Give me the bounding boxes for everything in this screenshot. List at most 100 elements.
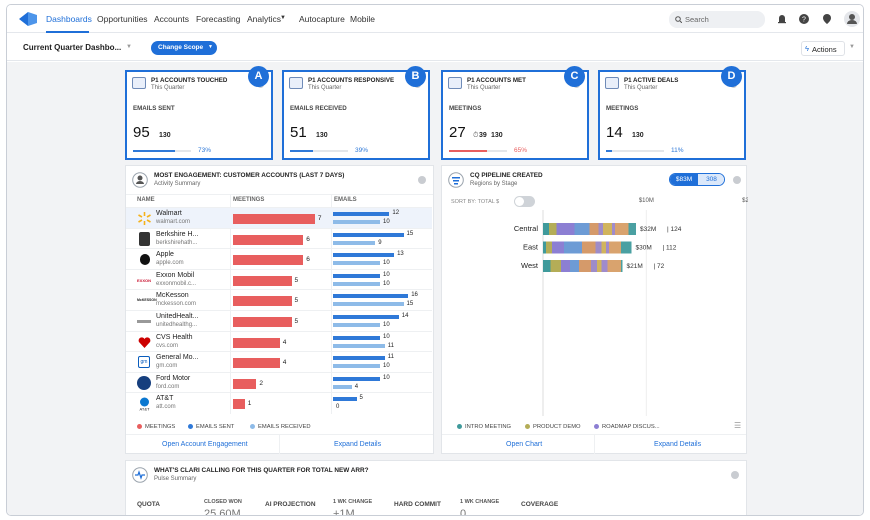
meetings-value: 6 [306, 235, 310, 243]
kpi-progress-track [290, 150, 348, 152]
emails-sent-bar [333, 273, 380, 278]
engagement-panel: MOST ENGAGEMENT: CUSTOMER ACCOUNTS (LAST… [125, 165, 434, 454]
help-icon[interactable]: ? [797, 12, 811, 26]
pulse-col-coverage: COVERAGE [521, 501, 559, 508]
table-row[interactable]: AT&T AT&T att.com 1 5 0 [126, 392, 432, 413]
col-emails[interactable]: EMAILS [334, 197, 357, 203]
change-scope-button[interactable]: Change Scope ▼ [151, 41, 217, 55]
open-chart-link[interactable]: Open Chart [506, 441, 543, 448]
nav-accounts[interactable]: Accounts [154, 14, 189, 24]
nav-dashboards[interactable]: Dashboards [46, 14, 92, 24]
kpi-title: P1 ACCOUNTS MET [467, 77, 526, 84]
value-count-toggle[interactable]: $83M 308 [669, 173, 725, 186]
berkshire-logo-icon [137, 231, 152, 247]
account-name[interactable]: McKesson [156, 292, 189, 300]
table-row[interactable]: Berkshire H... berkshirehath... 6 15 9 [126, 227, 432, 249]
table-row[interactable]: gm General Mo... gm.com 4 11 10 [126, 351, 432, 372]
account-name[interactable]: AT&T [156, 395, 174, 403]
pipeline-title: CQ PIPELINE CREATED [470, 172, 543, 179]
legend-label: MEETINGS [145, 424, 176, 431]
kpi-card[interactable]: P1 ACTIVE DEALS This Quarter MEETINGS 14… [598, 66, 746, 160]
list-icon[interactable]: ☰ [734, 421, 742, 430]
account-name[interactable]: UnitedHealt... [156, 313, 199, 320]
kpi-card[interactable]: P1 ACCOUNTS TOUCHED This Quarter EMAILS … [125, 66, 273, 160]
legend-dot [188, 424, 193, 429]
stage-segment [615, 223, 629, 235]
table-row[interactable]: Ford Motor ford.com 2 10 4 [126, 371, 432, 393]
account-name[interactable]: Exxon Mobil [156, 271, 195, 279]
chevron-down-icon[interactable]: ▼ [849, 44, 855, 50]
expand-details-link[interactable]: Expand Details [334, 441, 382, 448]
emails-received-value: 15 [406, 301, 414, 308]
nav-analytics[interactable]: Analytics [247, 14, 282, 24]
chevron-down-icon[interactable]: ▼ [280, 15, 286, 21]
kpi-metric-label: MEETINGS [449, 105, 482, 112]
chevron-down-icon[interactable]: ▼ [126, 44, 132, 50]
legend-label: ROADMAP DISCUS... [602, 424, 660, 431]
top-nav: Dashboards Opportunities Accounts Foreca… [7, 5, 863, 33]
kpi-percent: 65% [514, 147, 528, 154]
info-icon[interactable] [733, 176, 741, 184]
ford-logo-icon [137, 375, 152, 391]
meetings-bar [233, 358, 280, 369]
emails-received-value: 4 [354, 383, 359, 390]
region-label: Central [514, 224, 539, 233]
account-card-icon [605, 77, 619, 89]
emails-sent-bar [333, 356, 385, 361]
cvs-logo-icon [137, 335, 152, 350]
sort-toggle[interactable] [514, 196, 535, 207]
pulse-title: WHAT'S CLARI CALLING FOR THIS QUARTER FO… [154, 467, 369, 474]
nav-forecasting[interactable]: Forecasting [196, 14, 241, 24]
dashboard-canvas: P1 ACCOUNTS TOUCHED This Quarter EMAILS … [7, 62, 863, 515]
table-row[interactable]: EXXON Exxon Mobil exxonmobil.c... 5 10 1… [126, 268, 432, 290]
kpi-metric-label: MEETINGS [606, 105, 639, 112]
kpi-percent: 73% [198, 147, 212, 154]
meetings-value: 5 [294, 276, 299, 284]
account-name[interactable]: Ford Motor [156, 374, 191, 382]
table-row[interactable]: Walmart walmart.com 7 12 10 [126, 207, 432, 228]
emails-received-value: 11 [387, 342, 394, 349]
account-name[interactable]: Apple [156, 251, 174, 259]
location-pin-icon[interactable] [820, 12, 834, 26]
sort-label: SORT BY: TOTAL $ [451, 199, 500, 205]
col-name[interactable]: NAME [137, 197, 155, 203]
legend-label: PRODUCT DEMO [533, 424, 581, 431]
stage-segment [552, 241, 564, 254]
nav-opportunities[interactable]: Opportunities [97, 14, 148, 24]
open-account-engagement-link[interactable]: Open Account Engagement [162, 441, 248, 448]
stage-segment [543, 241, 546, 254]
table-row[interactable]: CVS Health cvs.com 4 10 11 [126, 330, 432, 352]
account-name[interactable]: General Mo... [156, 354, 199, 362]
info-icon[interactable] [418, 176, 426, 184]
toggle-count[interactable]: 308 [698, 174, 724, 185]
table-row[interactable]: Apple apple.com 6 13 10 [126, 248, 432, 269]
nav-mobile[interactable]: Mobile [350, 14, 376, 24]
info-icon[interactable] [731, 471, 739, 479]
kpi-card[interactable]: P1 ACCOUNTS MET This Quarter MEETINGS 27… [441, 66, 589, 160]
account-name[interactable]: Walmart [156, 210, 182, 217]
emails-received-bar [333, 281, 380, 286]
change-scope-label: Change Scope [158, 44, 204, 51]
kpi-progress-track [133, 150, 191, 152]
stage-segment [601, 241, 606, 254]
bell-icon[interactable] [775, 12, 789, 26]
pipeline-icon [448, 172, 464, 188]
emails-sent-bar [333, 335, 380, 340]
table-row[interactable]: UnitedHealt... unitedhealthg... 5 14 10 [126, 310, 432, 331]
table-row[interactable]: McKESSON McKesson mckesson.com 5 16 15 [126, 289, 432, 310]
col-meetings[interactable]: MEETINGS [233, 197, 265, 203]
walmart-logo-icon [137, 211, 152, 226]
nav-autocapture[interactable]: Autocapture [299, 14, 345, 24]
account-name[interactable]: CVS Health [156, 333, 193, 341]
dashboard-selector[interactable]: Current Quarter Dashbo... [23, 43, 122, 52]
clari-logo-icon[interactable] [17, 10, 39, 28]
account-domain: cvs.com [156, 342, 179, 349]
kpi-card[interactable]: P1 ACCOUNTS RESPONSIVE This Quarter EMAI… [282, 66, 430, 160]
expand-details-link[interactable]: Expand Details [654, 441, 702, 448]
account-domain: exxonmobil.c... [156, 280, 197, 287]
avatar-icon[interactable] [843, 10, 861, 28]
toggle-dollars[interactable]: $83M [670, 174, 698, 185]
search-input[interactable]: Search [669, 11, 765, 28]
actions-button[interactable]: ϟ Actions [801, 41, 845, 56]
account-name[interactable]: Berkshire H... [156, 230, 199, 238]
